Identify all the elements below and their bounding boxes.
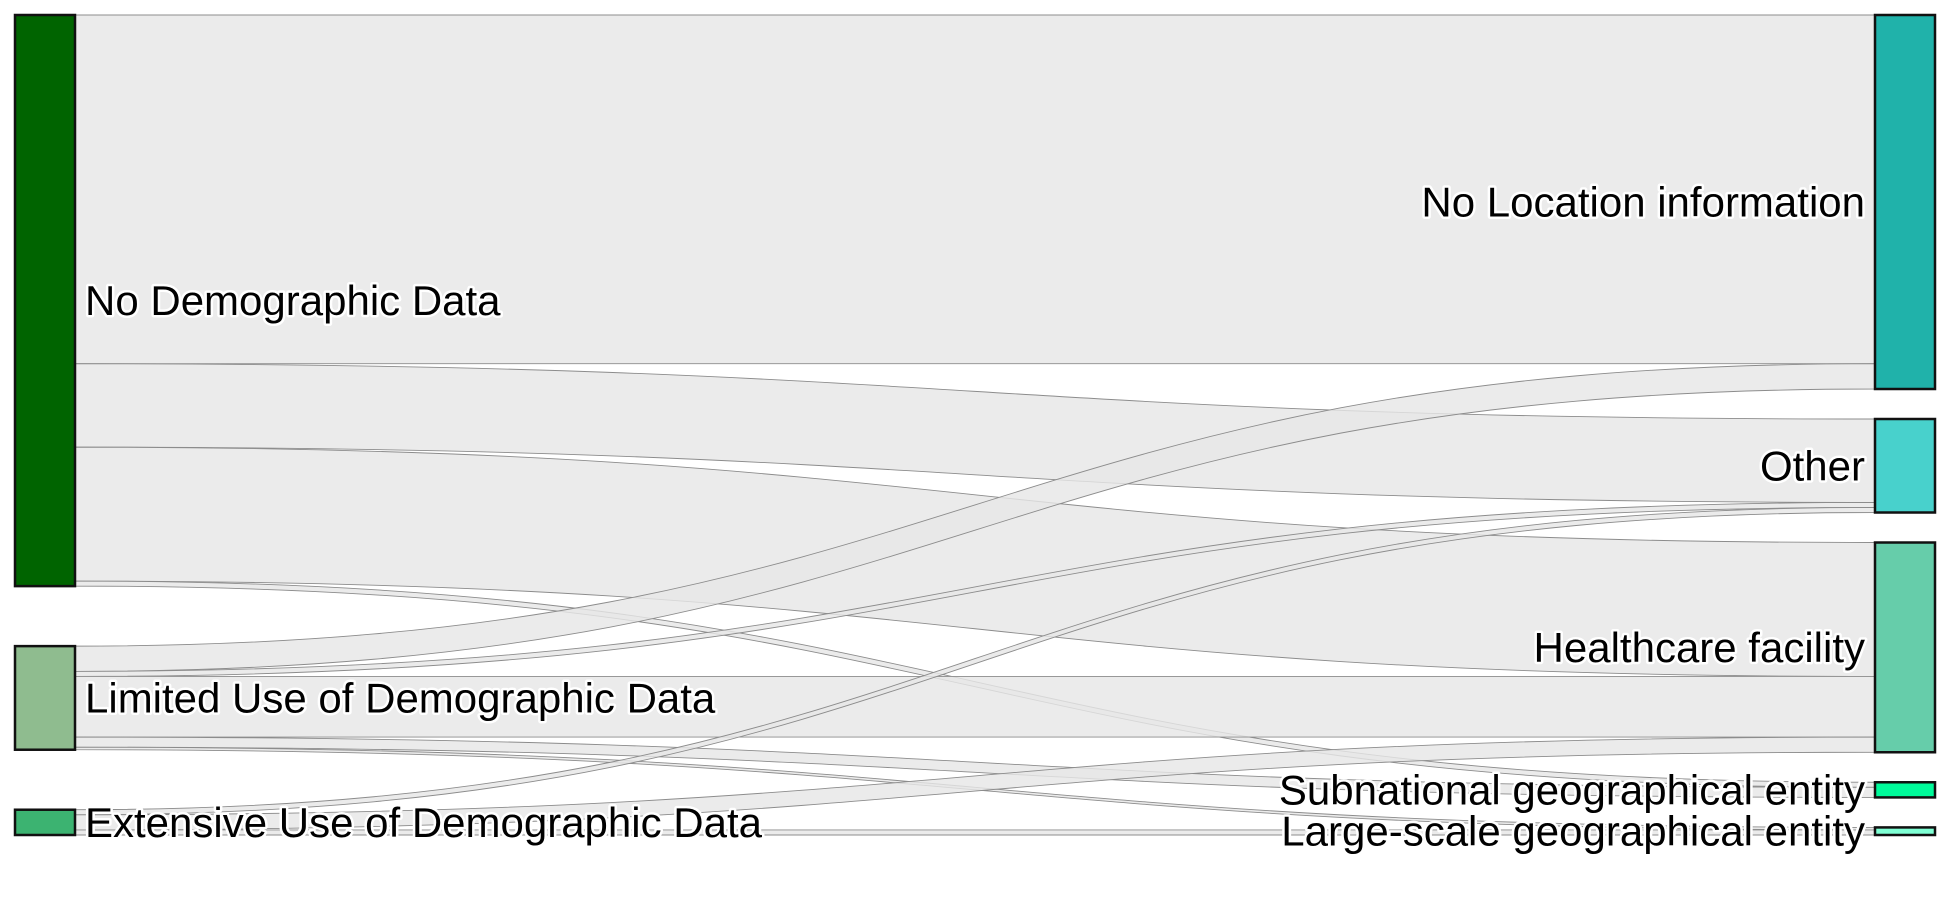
node-label-no_loc: No Location information	[1421, 179, 1865, 226]
node-label-health: Healthcare facility	[1534, 624, 1865, 671]
node-subnat	[1873, 781, 1937, 799]
nodes-layer	[13, 13, 1937, 837]
node-label-extensive: Extensive Use of Demographic Data	[85, 799, 763, 846]
node-label-limited: Limited Use of Demographic Data	[85, 674, 716, 721]
links-layer	[74, 14, 1876, 836]
node-limited	[13, 644, 77, 751]
node-extensive	[13, 808, 77, 837]
node-label-other: Other	[1760, 442, 1865, 489]
node-health	[1873, 541, 1937, 754]
node-label-subnat: Subnational geographical entity	[1279, 766, 1865, 813]
node-no_demo	[13, 13, 77, 588]
node-other	[1873, 417, 1937, 514]
node-label-no_demo: No Demographic Data	[85, 277, 501, 324]
node-label-large: Large-scale geographical entity	[1281, 808, 1865, 855]
labels-layer: No Demographic Data Limited Use of Demogr…	[83, 176, 1868, 857]
node-no_loc	[1873, 13, 1937, 391]
node-large	[1873, 826, 1937, 837]
